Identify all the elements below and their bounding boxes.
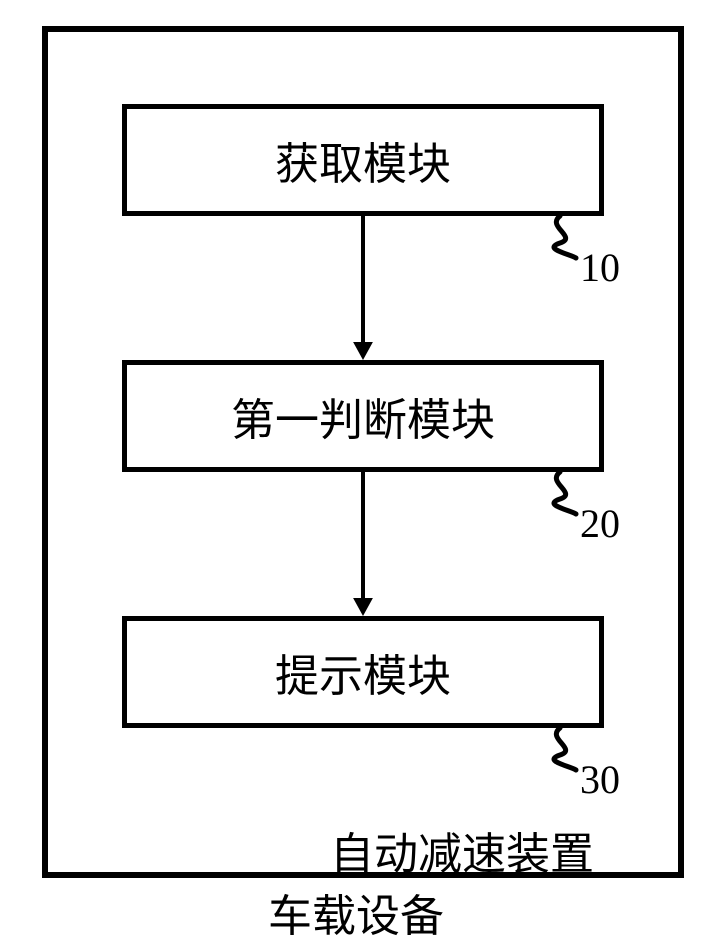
edge-2	[341, 472, 385, 616]
ref-label-2: 20	[580, 500, 620, 547]
node-acquire: 获取模块	[122, 104, 604, 216]
edge-1	[341, 216, 385, 360]
node-first-judge-label: 第一判断模块	[231, 384, 495, 448]
node-prompt-label: 提示模块	[275, 640, 451, 704]
diagram-title: 车载设备	[268, 880, 444, 944]
diagram-canvas: { "canvas": { "width": 725, "height": 93…	[0, 0, 725, 933]
ref-label-1: 10	[580, 244, 620, 291]
node-first-judge: 第一判断模块	[122, 360, 604, 472]
ref-label-3: 30	[580, 756, 620, 803]
outer-inner-label: 自动减速装置	[330, 818, 594, 882]
node-acquire-label: 获取模块	[275, 128, 451, 192]
node-prompt: 提示模块	[122, 616, 604, 728]
